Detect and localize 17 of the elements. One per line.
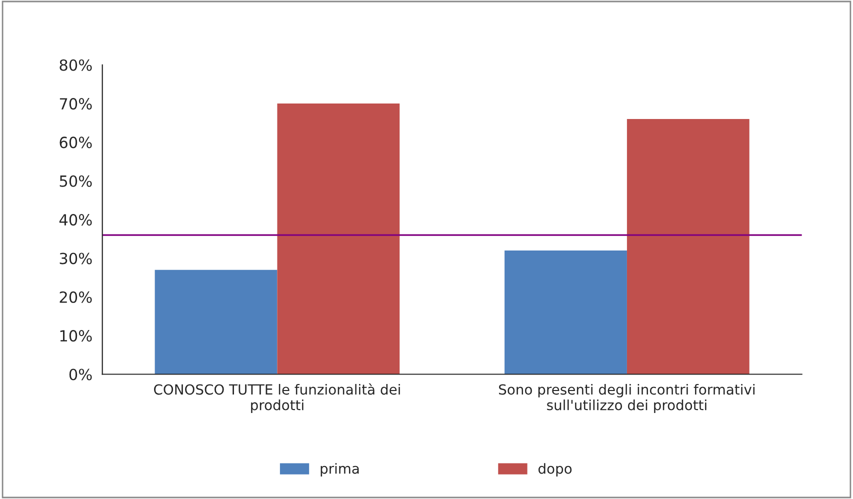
legend-label: dopo (538, 463, 572, 477)
y-tick-label: 70% (60, 98, 92, 110)
x-tick-label: Sono presenti degli incontri formativi sull'utilizzo dei prodotti (499, 384, 755, 413)
x-tick-label: CONOSCO TUTTE le funzionalità dei prodotti (154, 383, 400, 413)
legend-label: prima (320, 463, 359, 477)
y-tick-label: 20% (60, 291, 92, 303)
y-tick-label: 40% (59, 214, 92, 226)
y-tick-label: 30% (60, 252, 92, 264)
bar (504, 250, 627, 374)
bar (626, 119, 750, 374)
y-tick-label: 0% (69, 368, 92, 380)
y-tick-label: 50% (60, 175, 92, 187)
bar (277, 104, 400, 374)
y-tick-label: 80% (60, 59, 92, 71)
bar (154, 270, 278, 374)
y-tick-label: 10% (60, 330, 92, 342)
y-tick-label: 60% (60, 136, 92, 148)
